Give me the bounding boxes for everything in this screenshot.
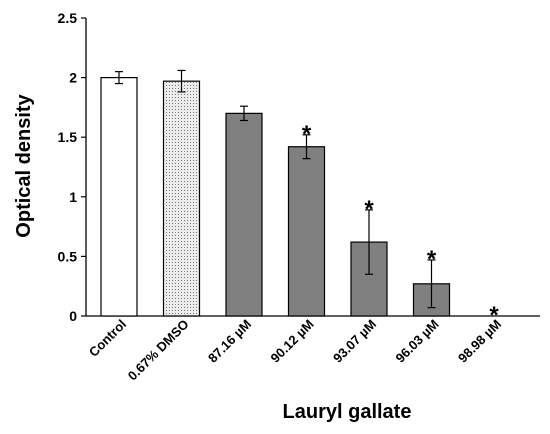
- x-tick-label: 98.98 µM: [455, 317, 504, 366]
- y-axis-title: Optical density: [13, 93, 35, 237]
- significance-marker: *: [302, 121, 312, 148]
- y-tick-label: 1: [69, 189, 77, 205]
- significance-marker: *: [489, 302, 499, 329]
- x-tick-label: 93.07 µM: [330, 317, 379, 366]
- y-tick-label: 2: [69, 70, 77, 86]
- y-tick-label: 0.5: [58, 248, 78, 264]
- x-axis-title: Lauryl gallate: [283, 401, 412, 423]
- x-tick-label: 0.67% DMSO: [125, 317, 192, 384]
- x-tick-label: Control: [86, 317, 129, 360]
- bar: [225, 112, 263, 317]
- x-tick-label: 87.16 µM: [205, 317, 254, 366]
- x-tick-label: 96.03 µM: [392, 317, 441, 366]
- bar: [287, 146, 326, 317]
- y-tick-label: 0: [69, 308, 77, 324]
- x-tick-label: 90.12 µM: [267, 317, 316, 366]
- y-tick-label: 1.5: [58, 129, 78, 145]
- significance-marker: *: [427, 246, 437, 273]
- plot-area: * * * *: [85, 18, 540, 329]
- y-axis-ticks: 0 0.5 1 1.5 2 2.5: [58, 10, 86, 324]
- bar: [162, 80, 201, 317]
- bar: [100, 76, 138, 317]
- y-tick-label: 2.5: [58, 10, 78, 26]
- significance-marker: *: [364, 196, 374, 223]
- bar: [350, 241, 388, 317]
